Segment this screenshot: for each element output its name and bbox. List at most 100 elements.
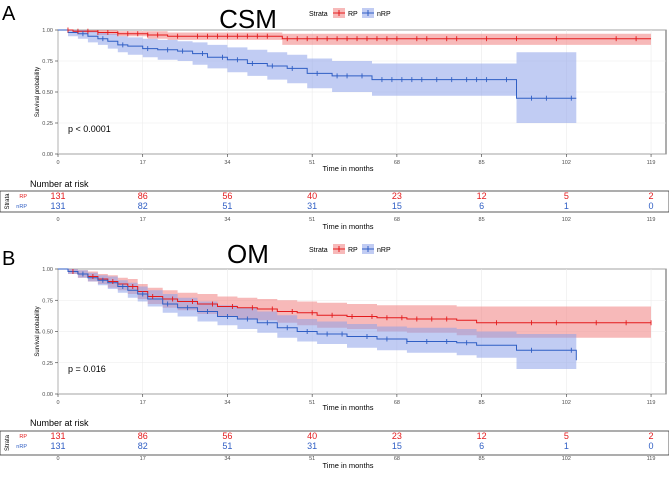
risk-count: 86 bbox=[138, 191, 148, 201]
risk-count: 56 bbox=[222, 431, 232, 441]
risk-row-label: RP bbox=[19, 434, 27, 440]
risk-count: 56 bbox=[222, 191, 232, 201]
risk-count: 82 bbox=[138, 201, 148, 211]
y-tick-label: 0.75 bbox=[42, 298, 53, 304]
risk-count: 131 bbox=[50, 191, 65, 201]
risk-count: 1 bbox=[564, 201, 569, 211]
risk-table-box bbox=[0, 430, 669, 456]
x-tick-label: 102 bbox=[562, 160, 571, 166]
panel-a: A CSM Strata RP nRP 0.00 0.25 0.50 0.75 1.00 0 17 34… bbox=[0, 3, 669, 231]
y-axis-label: Survival probability bbox=[35, 67, 41, 117]
risk-x-axis-label: Time in months bbox=[323, 461, 374, 470]
risk-count: 1 bbox=[564, 441, 569, 451]
x-tick-label: 119 bbox=[647, 160, 656, 166]
risk-count: 2 bbox=[649, 191, 654, 201]
risk-count: 5 bbox=[564, 191, 569, 201]
risk-table-title: Number at risk bbox=[30, 418, 89, 428]
risk-x-tick-label: 17 bbox=[140, 456, 146, 462]
y-axis-label: Survival probability bbox=[35, 306, 41, 356]
y-tick-label: 0.00 bbox=[42, 392, 53, 398]
legend-title: Strata bbox=[309, 11, 328, 18]
x-tick-label: 34 bbox=[224, 160, 230, 166]
risk-count: 15 bbox=[392, 441, 402, 451]
y-tick-label: 1.00 bbox=[42, 28, 53, 34]
x-tick-label: 68 bbox=[394, 400, 400, 406]
legend-label: RP bbox=[348, 247, 358, 254]
risk-count: 131 bbox=[50, 441, 65, 451]
panel-b: B OM Strata RP nRP 0.00 0.25 0.50 0.75 1.00 0 17 34 5… bbox=[0, 239, 669, 470]
risk-count: 131 bbox=[50, 201, 65, 211]
risk-table-strata-label: Strata bbox=[5, 434, 11, 451]
y-tick-label: 0.00 bbox=[42, 152, 53, 158]
chart-title: CSM bbox=[219, 4, 277, 34]
censor-marks-nrp bbox=[82, 31, 572, 101]
risk-count: 23 bbox=[392, 191, 402, 201]
x-tick-label: 17 bbox=[140, 400, 146, 406]
risk-table-strata-label: Strata bbox=[5, 193, 11, 210]
risk-x-tick-label: 85 bbox=[479, 217, 485, 223]
y-tick-label: 1.00 bbox=[42, 267, 53, 273]
censor-marks-rp bbox=[67, 27, 637, 42]
y-tick-label: 0.25 bbox=[42, 121, 53, 127]
risk-row-label: nRP bbox=[16, 444, 27, 450]
risk-count: 0 bbox=[649, 201, 654, 211]
risk-table-box bbox=[0, 190, 669, 213]
survival-curve-nrp bbox=[58, 29, 577, 99]
chart-title: OM bbox=[227, 239, 269, 269]
y-tick-label: 0.75 bbox=[42, 59, 53, 65]
risk-count: 131 bbox=[50, 431, 65, 441]
risk-count: 40 bbox=[307, 191, 317, 201]
x-axis-label: Time in months bbox=[323, 403, 374, 412]
risk-count: 23 bbox=[392, 431, 402, 441]
x-tick-label: 34 bbox=[224, 400, 230, 406]
risk-count: 6 bbox=[479, 201, 484, 211]
p-value: p < 0.0001 bbox=[68, 124, 111, 134]
risk-x-tick-label: 68 bbox=[394, 217, 400, 223]
risk-x-tick-label: 51 bbox=[309, 456, 315, 462]
legend: Strata RP nRP bbox=[309, 8, 391, 18]
risk-count: 40 bbox=[307, 431, 317, 441]
risk-count: 0 bbox=[649, 441, 654, 451]
risk-count: 51 bbox=[222, 441, 232, 451]
risk-count: 51 bbox=[222, 201, 232, 211]
risk-x-tick-label: 34 bbox=[224, 217, 230, 223]
censor-marks-rp bbox=[72, 269, 652, 326]
risk-count: 82 bbox=[138, 441, 148, 451]
risk-x-tick-label: 102 bbox=[562, 456, 571, 462]
risk-x-axis-label: Time in months bbox=[323, 222, 374, 231]
ci-band-nrp bbox=[58, 269, 577, 378]
y-tick-label: 0.50 bbox=[42, 330, 53, 336]
x-tick-label: 51 bbox=[309, 160, 315, 166]
risk-x-tick-label: 51 bbox=[309, 217, 315, 223]
risk-x-tick-label: 0 bbox=[56, 456, 59, 462]
x-tick-label: 51 bbox=[309, 400, 315, 406]
risk-count: 6 bbox=[479, 441, 484, 451]
x-tick-label: 17 bbox=[140, 160, 146, 166]
censor-marks-nrp bbox=[82, 271, 572, 353]
risk-count: 31 bbox=[307, 201, 317, 211]
ci-band-nrp bbox=[58, 30, 577, 123]
risk-x-tick-label: 119 bbox=[647, 217, 656, 223]
risk-x-tick-label: 119 bbox=[647, 456, 656, 462]
risk-x-tick-label: 102 bbox=[562, 217, 571, 223]
y-tick-label: 0.50 bbox=[42, 90, 53, 96]
risk-x-tick-label: 85 bbox=[479, 456, 485, 462]
legend: Strata RP nRP bbox=[309, 244, 391, 254]
x-tick-label: 0 bbox=[56, 160, 59, 166]
survival-curve-rp bbox=[58, 29, 651, 40]
risk-count: 15 bbox=[392, 201, 402, 211]
risk-count: 31 bbox=[307, 441, 317, 451]
x-tick-label: 85 bbox=[479, 160, 485, 166]
risk-x-tick-label: 68 bbox=[394, 456, 400, 462]
panel-letter: A bbox=[2, 3, 16, 25]
p-value: p = 0.016 bbox=[68, 364, 106, 374]
x-tick-label: 85 bbox=[479, 400, 485, 406]
legend-label: RP bbox=[348, 11, 358, 18]
x-axis-label: Time in months bbox=[323, 164, 374, 173]
legend-label: nRP bbox=[377, 247, 391, 254]
ci-band-rp bbox=[58, 30, 651, 45]
risk-row-label: nRP bbox=[16, 204, 27, 210]
risk-table-title: Number at risk bbox=[30, 179, 89, 189]
